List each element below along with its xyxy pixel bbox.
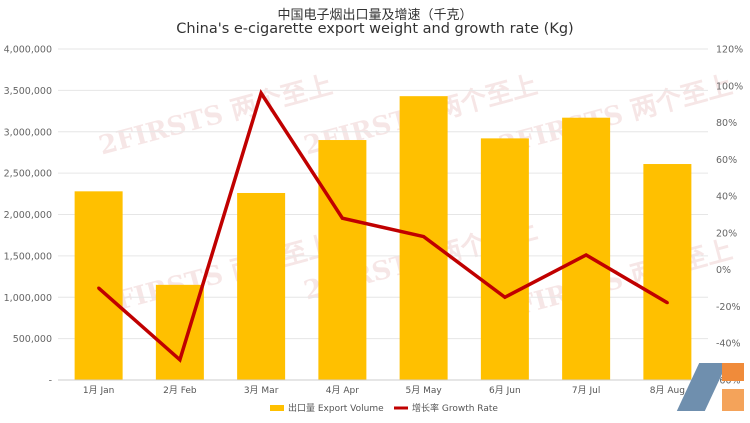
growth-rate-point [340, 216, 344, 220]
logo-shape [722, 389, 744, 411]
right-axis: -60% -40% -20% 0% 20% 40% 60% 80% 100% 120% [716, 45, 743, 387]
legend: 出口量 Export Volume 增长率 Growth Rate [270, 402, 498, 414]
chart-title-en: China's e-cigarette export weight and gr… [176, 21, 574, 37]
x-tick-label: 1月 Jan [83, 385, 114, 396]
growth-rate-point [178, 358, 182, 362]
y-left-tick-label: 2,500,000 [4, 169, 52, 180]
y-left-tick-label: 500,000 [13, 334, 52, 345]
bar [155, 284, 204, 380]
y-right-tick-label: 100% [716, 81, 743, 92]
brand-logo [676, 363, 744, 411]
grid [58, 48, 708, 381]
bar [237, 192, 286, 380]
y-left-tick-label: 3,000,000 [4, 127, 52, 138]
y-right-tick-label: -60% [716, 376, 741, 387]
growth-line [97, 89, 669, 363]
y-right-tick-label: -40% [716, 339, 741, 350]
x-axis: 1月 Jan 2月 Feb 3月 Mar 4月 Apr 5月 May 6月 Jun 7月 J… [58, 379, 708, 396]
x-tick-label: 4月 Apr [326, 385, 359, 396]
y-right-tick-label: 60% [716, 155, 737, 166]
left-axis: - 500,000 1,000,000 1,500,000 2,000,000 2,500… [4, 45, 52, 387]
growth-rate-point [503, 295, 507, 299]
x-tick-label: 2月 Feb [163, 385, 197, 396]
y-left-tick-label: - [49, 376, 52, 387]
chart-title-cn: 中国电子烟出口量及增速（千克） [277, 8, 473, 23]
x-tick-label: 8月 Aug [650, 385, 685, 396]
growth-rate-point [422, 235, 426, 239]
growth-rate-point [259, 91, 263, 95]
y-left-tick-label: 3,500,000 [4, 86, 52, 97]
x-tick-label: 6月 Jun [489, 385, 521, 396]
y-right-tick-label: 80% [716, 118, 737, 129]
x-tick-label: 3月 Mar [244, 385, 279, 396]
logo-shape [722, 363, 744, 381]
y-left-tick-label: 2,000,000 [4, 210, 52, 221]
y-right-tick-label: 40% [716, 192, 737, 203]
growth-rate-point [584, 253, 588, 257]
y-right-tick-label: -20% [716, 302, 741, 313]
y-left-tick-label: 1,000,000 [4, 293, 52, 304]
y-left-tick-label: 4,000,000 [4, 45, 52, 56]
y-right-tick-label: 20% [716, 228, 737, 239]
y-right-tick-label: 0% [716, 265, 731, 276]
y-left-tick-label: 1,500,000 [4, 251, 52, 262]
legend-label: 出口量 Export Volume [288, 402, 384, 414]
growth-rate-point [97, 286, 101, 290]
y-right-tick-label: 120% [716, 45, 743, 56]
legend-label: 增长率 Growth Rate [412, 402, 498, 414]
x-tick-label: 7月 Jul [572, 385, 600, 396]
logo-shape [676, 363, 728, 411]
bar [643, 164, 692, 380]
x-tick-label: 5月 May [406, 385, 443, 396]
growth-rate-line [97, 89, 669, 363]
bar [318, 140, 367, 380]
bar [74, 191, 123, 380]
growth-rate-point [665, 301, 669, 305]
legend-swatch-bar [270, 405, 284, 411]
bar [562, 117, 611, 381]
bar [480, 138, 529, 380]
bars [74, 96, 692, 381]
